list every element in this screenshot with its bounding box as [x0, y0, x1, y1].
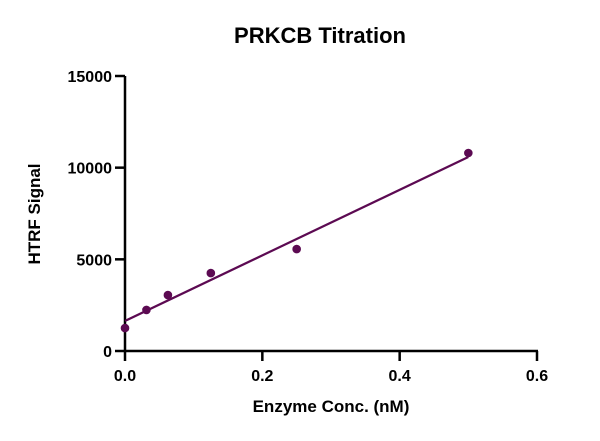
- y-tick-label: 5000: [76, 252, 112, 269]
- y-tick-label: 15000: [68, 69, 113, 86]
- y-tick-label: 10000: [68, 161, 113, 178]
- x-tick-label: 0.4: [389, 368, 411, 385]
- y-axis-label: HTRF Signal: [25, 163, 44, 264]
- x-axis-label: Enzyme Conc. (nM): [253, 397, 410, 416]
- y-tick-label: 0: [103, 344, 112, 361]
- data-point: [206, 268, 216, 278]
- fit-line: [124, 156, 469, 322]
- chart-title: PRKCB Titration: [234, 23, 406, 48]
- x-tick-label: 0.2: [251, 368, 273, 385]
- data-point: [163, 290, 173, 300]
- x-tick-label: 0.0: [114, 368, 136, 385]
- data-point: [120, 323, 130, 333]
- data-point: [142, 305, 151, 315]
- data-point: [464, 148, 473, 158]
- data-point: [292, 244, 301, 254]
- x-tick-label: 0.6: [526, 368, 548, 385]
